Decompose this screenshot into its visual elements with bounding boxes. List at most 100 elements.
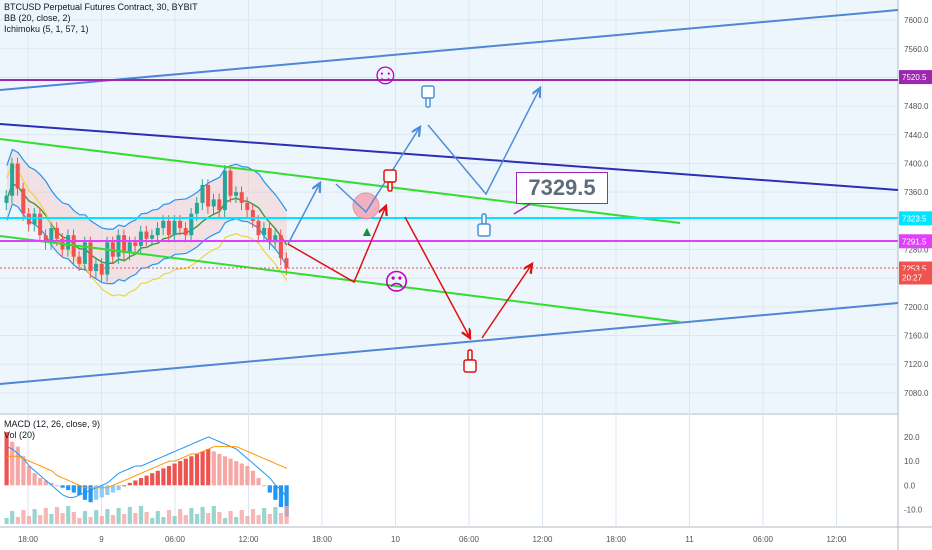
macd-histogram-bar	[267, 485, 272, 493]
x-tick-label: 12:00	[532, 535, 553, 544]
ichimoku-lagging-line	[6, 163, 288, 297]
volume-bar	[211, 506, 216, 524]
volume-bar	[155, 511, 160, 524]
candle	[122, 235, 127, 254]
volume-bar	[206, 513, 211, 524]
candle	[127, 242, 132, 254]
ichimoku-label: Ichimoku (5, 1, 57, 1)	[4, 24, 89, 34]
macd-histogram-bar	[88, 485, 93, 503]
price-tag-label: 7323.5	[902, 214, 927, 223]
macd-histogram-bar	[239, 463, 244, 486]
candle	[54, 228, 59, 239]
macd-histogram-bar	[66, 485, 71, 491]
candle	[178, 220, 183, 229]
y-tick-label: 7200.0	[904, 303, 929, 312]
chart-legend: BTCUSD Perpetual Futures Contract, 30, B…	[4, 2, 198, 35]
macd-histogram-bar	[94, 485, 99, 500]
candle	[99, 263, 104, 275]
macd-histogram-bar	[54, 485, 60, 487]
candle	[49, 228, 54, 243]
candle	[256, 220, 261, 236]
macd-histogram-bar	[15, 446, 20, 486]
candlestick-series	[4, 157, 289, 282]
volume-bar	[10, 511, 15, 524]
macd-indicator	[4, 432, 289, 524]
x-tick-label: 18:00	[606, 535, 627, 544]
volume-bar	[133, 513, 138, 524]
volume-bar	[273, 507, 278, 524]
volume-bar	[49, 514, 54, 524]
signal-line	[6, 446, 287, 489]
y-tick-label: 7400.0	[904, 159, 929, 168]
hand-pointer-down-blue-icon	[421, 85, 435, 108]
x-tick-label: 18:00	[312, 535, 333, 544]
macd-histogram-bar	[172, 463, 177, 486]
macd-histogram-bar	[284, 485, 289, 517]
price-callout: 7329.5	[516, 172, 608, 204]
macd-histogram-bar	[155, 470, 160, 486]
price-tag-label: 7520.5	[902, 73, 927, 82]
green-lower-line	[0, 235, 681, 323]
macd-y-tick-label: 20.0	[904, 433, 920, 442]
macd-histogram-bar	[222, 456, 228, 486]
macd-histogram-bar	[110, 485, 116, 493]
macd-histogram-bar	[127, 482, 132, 486]
volume-bar	[82, 511, 88, 524]
candle	[189, 213, 194, 236]
macd-line	[6, 436, 288, 498]
candle	[161, 220, 166, 229]
macd-histogram-bar	[122, 485, 127, 487]
y-tick-label: 7120.0	[904, 360, 929, 369]
volume-bar	[99, 516, 104, 524]
candle	[82, 242, 87, 264]
blue-arrow-3	[427, 88, 540, 196]
red-arrow-1	[287, 206, 386, 284]
volume-bar	[183, 515, 188, 524]
candle	[116, 235, 121, 257]
candle	[262, 228, 267, 236]
hand-pointer-up-blue-icon	[477, 213, 491, 237]
symbol-label: BTCUSD Perpetual Futures Contract, 30, B…	[4, 2, 198, 12]
y-tick-label: 7160.0	[904, 332, 929, 341]
volume-bar	[262, 508, 267, 524]
candle	[234, 192, 239, 196]
volume-bar	[222, 518, 228, 524]
macd-histogram-bar	[228, 458, 233, 486]
y-tick-label: 7360.0	[904, 188, 929, 197]
volume-bar	[66, 506, 71, 524]
price-tag-label: 7291.5	[902, 237, 927, 246]
candle	[32, 213, 37, 225]
macd-histogram-bar	[245, 465, 250, 486]
volume-bar	[26, 516, 32, 524]
candle	[155, 228, 160, 236]
candle	[278, 235, 283, 259]
macd-histogram-bar	[99, 485, 104, 498]
macd-histogram-bar	[256, 478, 261, 486]
macd-histogram-bar	[178, 461, 183, 486]
volume-bar	[256, 515, 261, 524]
channel-lower-line	[0, 302, 899, 385]
macd-histogram-bar	[206, 449, 211, 486]
bb-upper	[6, 148, 288, 230]
y-tick-label: 7440.0	[904, 131, 929, 140]
price-labels: 7520.5 7323.5 7291.5 7253.520:27	[899, 70, 932, 285]
candle	[66, 235, 71, 250]
macd-histogram-bar	[49, 482, 54, 486]
macd-histogram-bar	[26, 465, 32, 486]
y-tick-label: 7600.0	[904, 16, 929, 25]
macd-histogram-bar	[138, 478, 144, 486]
candle	[144, 231, 149, 239]
volume-bar	[116, 508, 121, 524]
bb-fill	[6, 149, 287, 284]
candle	[38, 213, 43, 236]
y-tick-label: 7280.0	[904, 246, 929, 255]
candle	[222, 170, 227, 211]
red-arrow-2	[404, 216, 470, 338]
volume-bar	[172, 516, 177, 524]
macd-histogram-bar	[116, 485, 121, 491]
volume-bar	[189, 508, 194, 524]
macd-histogram-bar	[273, 485, 278, 500]
macd-pane-bg	[0, 415, 898, 527]
candle	[133, 242, 138, 246]
